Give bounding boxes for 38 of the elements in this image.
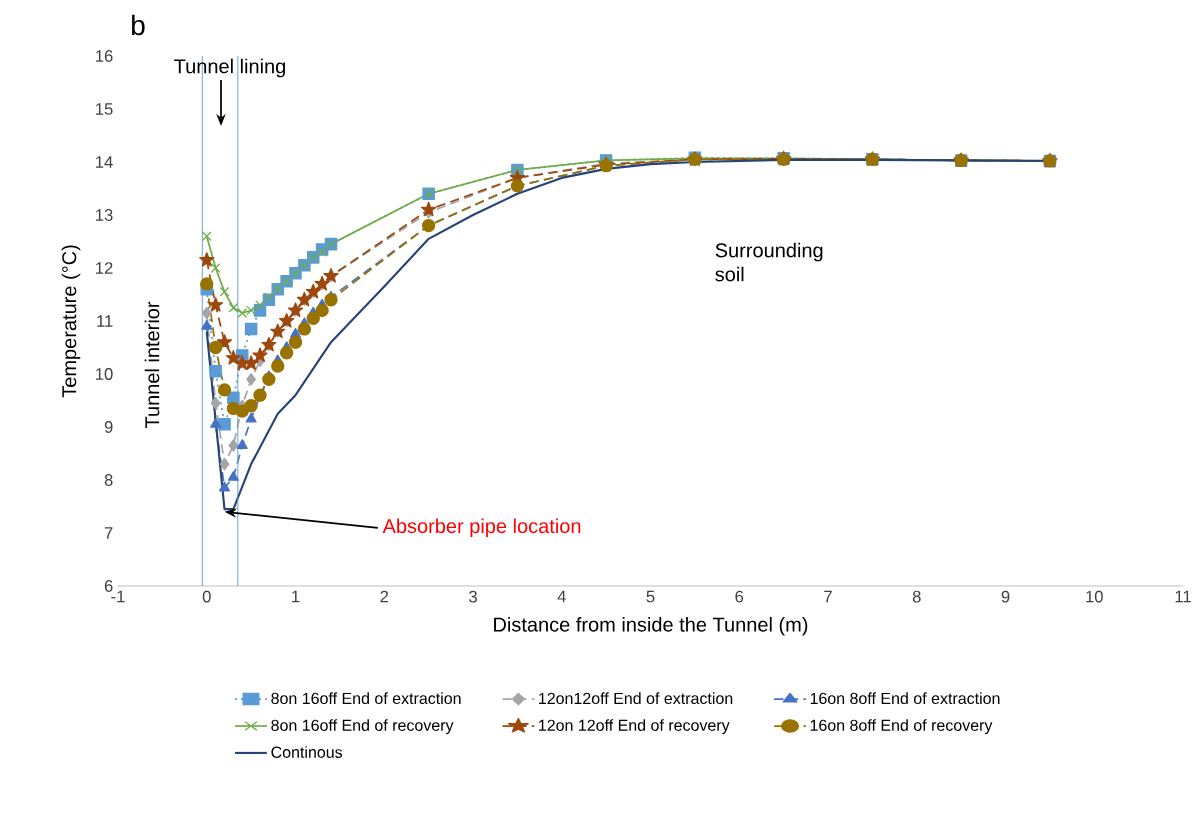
x-tick-label: 1 <box>292 590 300 603</box>
x-axis-title: Distance from inside the Tunnel (m) <box>494 616 808 636</box>
annotation: Surrounding soil <box>715 242 823 282</box>
x-tick-label: 10 <box>1086 590 1103 603</box>
x-tick-label: 8 <box>912 590 921 603</box>
legend-label: 12on12off End of extraction <box>539 692 733 705</box>
x-tick-label: 9 <box>1001 590 1010 603</box>
y-tick-label: 12 <box>96 262 113 274</box>
x-tick-label: 0 <box>202 590 211 603</box>
y-tick-label: 7 <box>104 527 113 539</box>
x-tick-label: 11 <box>1175 590 1191 603</box>
y-tick-label: 16 <box>96 50 113 62</box>
chart-title: b <box>132 14 145 36</box>
legend-label: 16on 8off End of extraction <box>810 692 1000 705</box>
x-tick-label: 4 <box>557 590 566 603</box>
annotation: Tunnel lining <box>174 58 285 78</box>
y-tick-label: 10 <box>96 368 113 380</box>
y-tick-label: 6 <box>104 580 113 592</box>
x-tick-label: 3 <box>469 590 477 603</box>
y-tick-label: 9 <box>104 421 113 433</box>
x-tick-label: 5 <box>646 590 655 603</box>
x-tick-label: 2 <box>380 590 389 603</box>
legend-label: 12on 12off End of recovery <box>539 719 730 735</box>
annotation: Tunnel interior <box>144 301 160 429</box>
x-tick-label: 6 <box>735 590 744 603</box>
legend-label: 16on 8off End of recovery <box>810 719 993 735</box>
legend-label: 8on 16off End of recovery <box>271 719 454 735</box>
x-tick-label: 7 <box>824 590 832 603</box>
y-axis-title: Temperature (°C) <box>61 245 81 398</box>
y-tick-label: 8 <box>104 474 113 486</box>
legend-label: 8on 16off End of extraction <box>271 692 461 705</box>
y-tick-label: 11 <box>97 315 113 327</box>
y-tick-label: 14 <box>96 156 113 168</box>
y-tick-label: 15 <box>96 103 113 115</box>
legend-label: Continous <box>271 746 343 758</box>
x-tick-label: -1 <box>111 590 125 603</box>
annotation: Absorber pipe location <box>382 518 581 538</box>
y-tick-label: 13 <box>96 209 113 221</box>
